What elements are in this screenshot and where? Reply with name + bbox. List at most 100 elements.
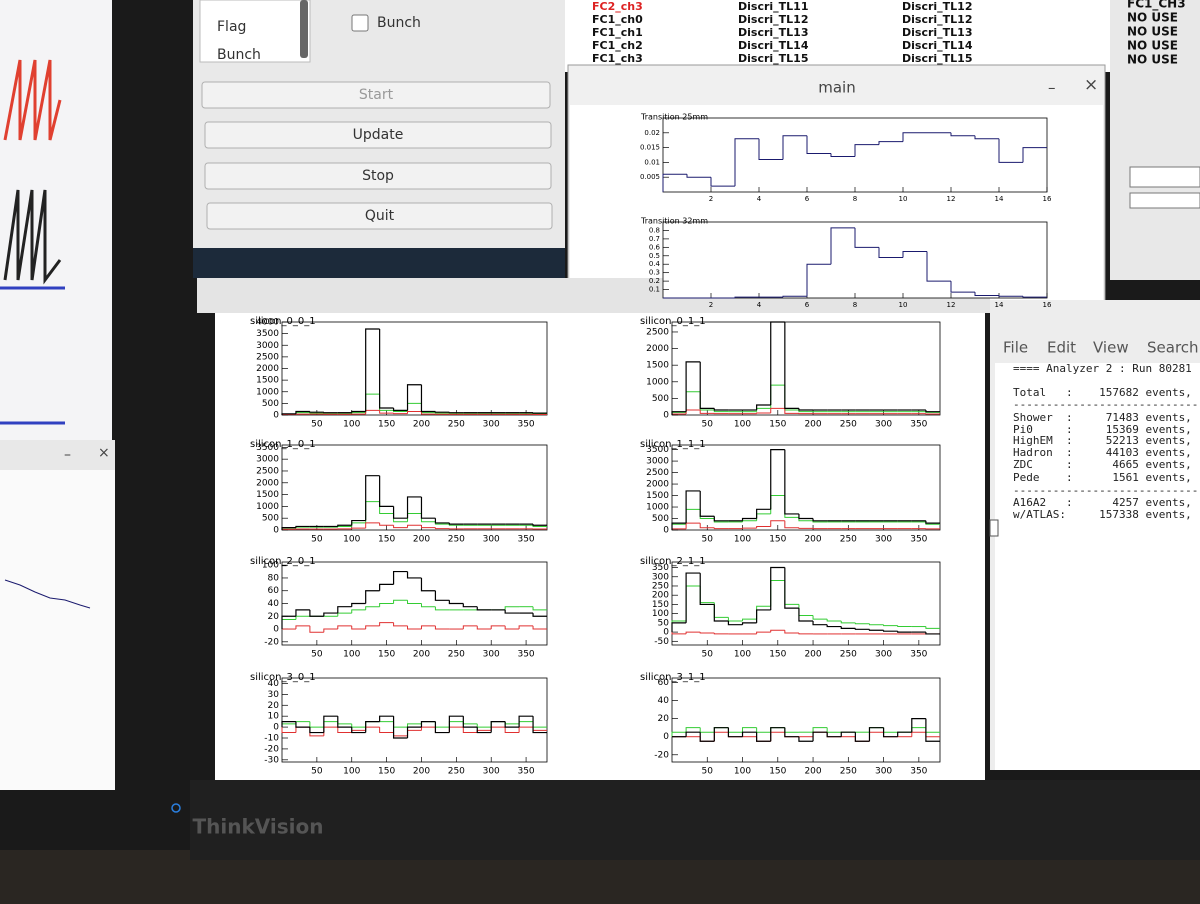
histogram-bin <box>854 227 879 248</box>
x-tick-label: 150 <box>769 420 786 430</box>
close[interactable]: × <box>1084 75 1098 95</box>
y-tick-label: 10 <box>268 712 280 722</box>
y-tick-label: 3500 <box>256 329 279 339</box>
y-tick-label: 2500 <box>646 468 669 478</box>
histogram-bin <box>351 410 366 413</box>
histogram-bin <box>462 727 478 734</box>
y-tick-label: 40 <box>268 599 280 609</box>
y-tick-label: 250 <box>652 581 669 591</box>
checkbox[interactable] <box>351 14 369 32</box>
button-label[interactable]: Quit <box>365 208 395 224</box>
histogram-bin <box>756 412 771 414</box>
histogram-bin <box>826 619 842 622</box>
histogram-bin <box>854 628 870 630</box>
x-tick-label: 300 <box>483 650 500 660</box>
histogram-bin <box>490 721 506 733</box>
plot-frame <box>281 321 548 416</box>
menu-item[interactable]: File <box>1003 339 1028 357</box>
histogram-bin <box>713 727 729 742</box>
histogram-bin <box>406 496 422 519</box>
plot-title: silicon_1_1_1 <box>640 439 706 450</box>
y-tick-label: 500 <box>652 394 669 404</box>
histogram-bin <box>504 625 520 630</box>
histogram-bin <box>854 144 879 157</box>
x-tick-label: 200 <box>413 767 430 777</box>
histogram-bin <box>685 361 701 412</box>
x-tick-label: 350 <box>910 420 927 430</box>
y-tick-label: 500 <box>262 399 279 409</box>
histogram-bin <box>883 624 898 627</box>
histogram-bin <box>420 577 436 592</box>
histogram-bin <box>434 625 450 630</box>
menu-item[interactable]: View <box>1093 339 1129 357</box>
menu-item[interactable]: Search <box>1147 339 1199 357</box>
histogram-bin <box>671 622 687 633</box>
histogram-bin <box>406 726 422 738</box>
histogram-bin <box>784 408 799 414</box>
y-tick-label: 2000 <box>256 478 279 488</box>
histogram-bin <box>365 606 380 610</box>
plot-title: silicon_2_1_1 <box>640 556 706 567</box>
button[interactable] <box>201 81 551 109</box>
list-item[interactable]: Flag <box>217 19 246 35</box>
y-tick-label: 2500 <box>256 352 279 362</box>
histogram-bin <box>713 633 729 635</box>
input[interactable] <box>1129 192 1200 209</box>
list-item[interactable]: Bunch <box>217 47 261 63</box>
button[interactable] <box>204 162 552 190</box>
y-tick-label: 300 <box>652 572 669 582</box>
terminal-line: Total : 157682 events, <box>1013 386 1192 399</box>
terminal-line: Hadron : 44103 events, <box>1013 446 1192 459</box>
histogram-bin <box>420 525 436 529</box>
histogram-bin <box>518 715 534 728</box>
terminal-line: Pede : 1561 events, <box>1013 471 1192 484</box>
button-label[interactable]: Stop <box>362 168 394 184</box>
histogram-bin <box>379 727 394 734</box>
y-tick-label: 1000 <box>646 377 669 387</box>
x-tick-label: 300 <box>483 420 500 430</box>
button-label[interactable]: Start <box>359 87 394 103</box>
x-tick-label: 4 <box>757 301 762 309</box>
splitter[interactable] <box>989 519 999 537</box>
menu-item[interactable]: Edit <box>1047 339 1076 357</box>
button[interactable] <box>204 121 552 149</box>
histogram-bin <box>840 626 856 629</box>
close[interactable]: × <box>98 445 110 461</box>
histogram-bin <box>868 727 884 742</box>
histogram-bin <box>998 138 1023 163</box>
histogram-bin <box>784 567 799 609</box>
x-tick-label: 100 <box>343 650 360 660</box>
histogram-bin <box>407 625 422 630</box>
histogram-bin <box>925 520 940 524</box>
x-tick-label: 200 <box>804 767 821 777</box>
y-tick-label: 60 <box>658 678 670 688</box>
x-tick-label: 100 <box>734 767 751 777</box>
minimize[interactable]: – <box>1048 79 1056 97</box>
x-tick-label: 350 <box>517 650 534 660</box>
button[interactable] <box>206 202 553 230</box>
histogram-bin <box>974 135 999 140</box>
x-tick-label: 250 <box>448 650 465 660</box>
y-tick-label: 3500 <box>256 443 279 453</box>
scrollbar[interactable] <box>300 0 308 58</box>
histogram-bin <box>671 411 687 415</box>
listbox[interactable] <box>199 0 311 63</box>
input[interactable] <box>1129 166 1200 188</box>
histogram-bin <box>365 590 380 604</box>
minimize[interactable]: – <box>64 447 71 463</box>
histogram-bin <box>434 721 450 734</box>
histogram-bin <box>685 727 701 733</box>
terminal-line: ==== Analyzer 2 : Run 80281 <box>1013 362 1192 375</box>
x-tick-label: 2 <box>709 301 713 309</box>
x-tick-label: 350 <box>910 535 927 545</box>
button-label[interactable]: Update <box>353 127 404 143</box>
x-tick-label: 350 <box>910 767 927 777</box>
histogram-bin <box>782 135 807 160</box>
histogram-bin <box>351 602 366 607</box>
window-title: main <box>818 79 855 97</box>
histogram-bin <box>926 251 951 282</box>
histogram-bin <box>699 732 715 742</box>
status-cell: NO USE <box>1127 11 1178 25</box>
x-tick-label: 150 <box>378 420 395 430</box>
histogram-bin <box>365 522 380 529</box>
